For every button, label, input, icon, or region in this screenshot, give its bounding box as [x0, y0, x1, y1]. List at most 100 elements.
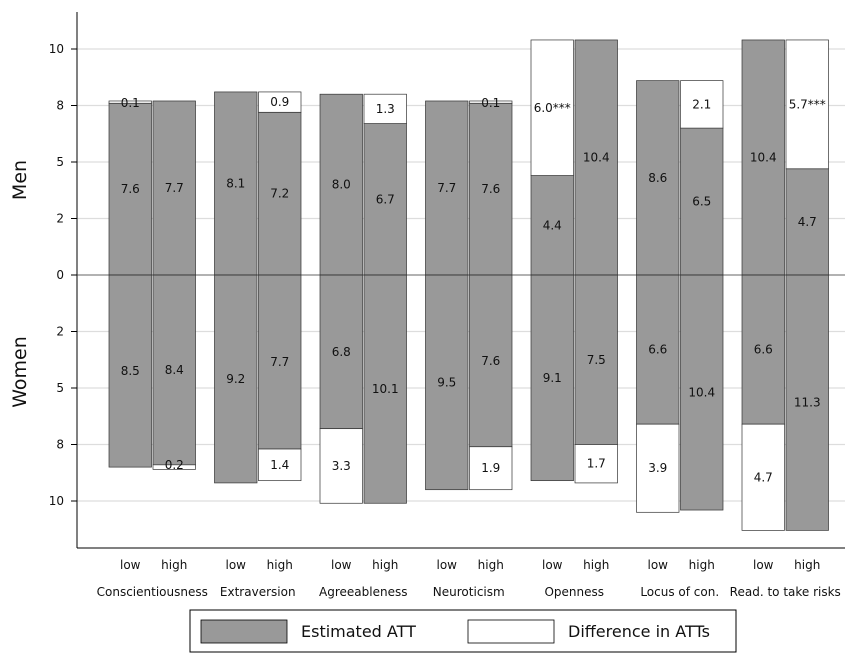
legend: Estimated ATT Difference in ATTs: [189, 609, 737, 653]
label-men-estimated: 10.4: [750, 150, 777, 164]
label-women-estimated: 9.1: [543, 371, 562, 385]
label-women-estimated: 7.5: [587, 353, 606, 367]
x-tick-label-level: high: [478, 558, 504, 572]
bar-women-difference: [574, 444, 618, 484]
bar-men-estimated: [214, 91, 258, 276]
y-tick-label: 10: [49, 494, 64, 508]
bar-women-difference: [636, 423, 680, 513]
x-tick-label-level: low: [753, 558, 774, 572]
bar-women-estimated: [108, 274, 152, 468]
bar-men-estimated: [319, 93, 363, 276]
bars: [108, 39, 829, 531]
legend-label-difference: Difference in ATTs: [568, 622, 710, 641]
bar-women-estimated: [469, 274, 513, 448]
bar-women-estimated: [530, 274, 574, 482]
x-tick-label-level: high: [372, 558, 398, 572]
bar-women-estimated: [319, 274, 363, 430]
x-tick-label-level: high: [583, 558, 609, 572]
label-women-estimated: 7.7: [270, 355, 289, 369]
label-men-estimated: 4.4: [543, 218, 562, 232]
label-men-estimated: 6.7: [376, 192, 395, 206]
bar-women-difference: [469, 446, 513, 491]
y-label-women: Women: [9, 336, 31, 408]
bar-women-estimated: [574, 274, 618, 445]
label-women-estimated: 11.3: [794, 396, 821, 410]
label-women-difference: 3.9: [648, 461, 667, 475]
value-labels: 0.1 7.6 8.5 0.2 7.7 8.4 8.1 9.2 0.9 1.4 7.2 7.7 3.3 8…: [77, 95, 845, 484]
bar-men-difference: [680, 80, 724, 129]
x-group-label: Locus of con.: [640, 585, 719, 599]
x-tick-label-level: high: [161, 558, 187, 572]
y-tick-label: 2: [56, 325, 64, 339]
label-women-difference: 1.9: [481, 461, 500, 475]
label-men-difference: 1.3: [376, 102, 395, 116]
label-men-estimated: 6.5: [692, 195, 711, 209]
label-men-estimated: 7.6: [481, 182, 500, 196]
bar-men-difference: [258, 91, 302, 113]
x-tick-label-level: low: [437, 558, 458, 572]
x-tick-label-level: low: [120, 558, 141, 572]
x-group-label: Openness: [544, 585, 604, 599]
x-group-label: Read. to take risks: [730, 585, 841, 599]
y-tick-label: 8: [56, 99, 64, 113]
axes: [76, 12, 845, 549]
x-group-label: Conscientiousness: [97, 585, 208, 599]
bar-women-difference: [152, 464, 196, 470]
y-label-men: Men: [9, 160, 31, 200]
label-women-estimated: 6.6: [648, 343, 667, 357]
bar-men-estimated: [785, 168, 829, 276]
bar-women-difference: [258, 448, 302, 482]
label-men-estimated: 7.7: [165, 181, 184, 195]
x-tick-label-level: low: [542, 558, 563, 572]
y-tick-label: 8: [56, 438, 64, 452]
label-men-difference: 0.1: [121, 96, 140, 110]
bar-women-difference: [319, 428, 363, 504]
bar-men-estimated: [636, 80, 680, 276]
label-women-estimated: 8.4: [165, 363, 184, 377]
label-women-estimated: 9.5: [437, 375, 456, 389]
legend-label-estimated: Estimated ATT: [301, 622, 416, 641]
label-men-estimated: 7.6: [121, 182, 140, 196]
x-tick-label-level: low: [648, 558, 669, 572]
y-tick-label: 5: [56, 381, 64, 395]
y-tick-label: 2: [56, 212, 64, 226]
bar-men-difference: [108, 100, 152, 104]
legend-swatch-estimated: [200, 619, 288, 644]
label-men-difference: 6.0***: [534, 101, 571, 115]
bar-men-estimated: [574, 39, 618, 276]
bar-men-difference: [530, 39, 574, 176]
label-women-difference: 1.4: [270, 458, 289, 472]
label-women-difference: 4.7: [754, 470, 773, 484]
y-tick-label: 10: [49, 42, 64, 56]
y-tick-label: 0: [56, 268, 64, 282]
x-tick-label-level: high: [794, 558, 820, 572]
label-men-difference: 0.9: [270, 95, 289, 109]
bar-men-estimated: [680, 127, 724, 276]
label-men-estimated: 8.6: [648, 171, 667, 185]
bar-women-estimated: [785, 274, 829, 531]
bar-men-estimated: [258, 111, 302, 276]
bar-women-estimated: [636, 274, 680, 425]
label-men-estimated: 4.7: [798, 215, 817, 229]
label-women-estimated: 10.1: [372, 382, 399, 396]
y-tick-label: 5: [56, 155, 64, 169]
bar-men-estimated: [152, 100, 196, 276]
label-men-estimated: 7.7: [437, 181, 456, 195]
label-men-estimated: 10.4: [583, 150, 610, 164]
bar-men-estimated: [741, 39, 785, 276]
label-men-estimated: 8.0: [332, 178, 351, 192]
bar-women-difference: [741, 423, 785, 531]
label-men-difference: 0.1: [481, 96, 500, 110]
label-men-estimated: 8.1: [226, 176, 245, 190]
label-women-estimated: 7.6: [481, 354, 500, 368]
bar-men-estimated: [108, 102, 152, 276]
bar-women-estimated: [680, 274, 724, 511]
legend-swatch-difference: [467, 619, 555, 644]
label-women-estimated: 9.2: [226, 372, 245, 386]
x-group-label: Agreeableness: [319, 585, 407, 599]
label-men-estimated: 7.2: [270, 187, 289, 201]
x-tick-label-level: high: [267, 558, 293, 572]
bar-men-difference: [469, 100, 513, 104]
label-women-difference: 3.3: [332, 459, 351, 473]
bar-men-difference: [363, 93, 407, 124]
